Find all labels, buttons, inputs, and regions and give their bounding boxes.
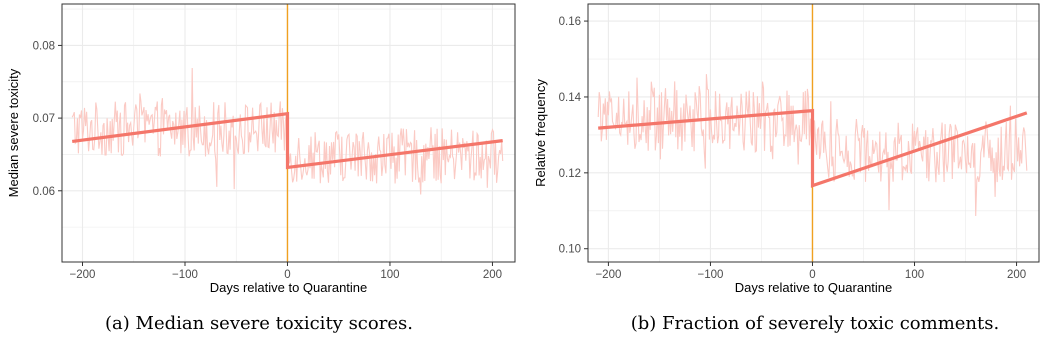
x-tick-label: 0	[809, 269, 815, 281]
y-tick-label: 0.10	[559, 244, 581, 256]
y-axis-label: Median severe toxicity	[6, 68, 21, 197]
figure-caption: (a) Median severe toxicity scores.	[105, 313, 413, 334]
x-tick-label: 0	[284, 269, 290, 281]
y-tick-label: 0.08	[33, 40, 55, 52]
y-tick-label: 0.16	[559, 16, 581, 28]
plot-frame	[61, 3, 516, 263]
plot-frame	[587, 3, 1040, 263]
figure-caption: (b) Fraction of severely toxic comments.	[631, 313, 999, 334]
y-tick-label: 0.06	[33, 186, 55, 198]
y-tick-label: 0.14	[559, 92, 582, 104]
x-tick-label: 200	[1007, 269, 1026, 281]
x-axis-label: Days relative to Quarantine	[735, 280, 893, 295]
x-tick-label: −200	[70, 269, 96, 281]
x-tick-label: 100	[905, 269, 924, 281]
fit-line	[598, 108, 1028, 188]
x-tick-label: 200	[483, 269, 502, 281]
fit-line	[71, 111, 503, 170]
x-tick-label: −100	[697, 269, 723, 281]
panel-b: −200 −100 0 100 200 0.10 0.12 0.14 0.16 Days rela…	[533, 3, 1040, 334]
x-tick-label: −200	[595, 269, 621, 281]
y-tick-label: 0.12	[559, 168, 581, 180]
x-axis-label: Days relative to Quarantine	[210, 280, 368, 295]
x-tick-label: 100	[380, 269, 399, 281]
panel-a: −200 −100 0 100 200 0.06 0.07 0.08 Days relative…	[6, 3, 516, 334]
y-tick-label: 0.07	[33, 113, 55, 125]
x-tick-label: −100	[172, 269, 198, 281]
y-axis-label: Relative frequency	[533, 79, 548, 187]
